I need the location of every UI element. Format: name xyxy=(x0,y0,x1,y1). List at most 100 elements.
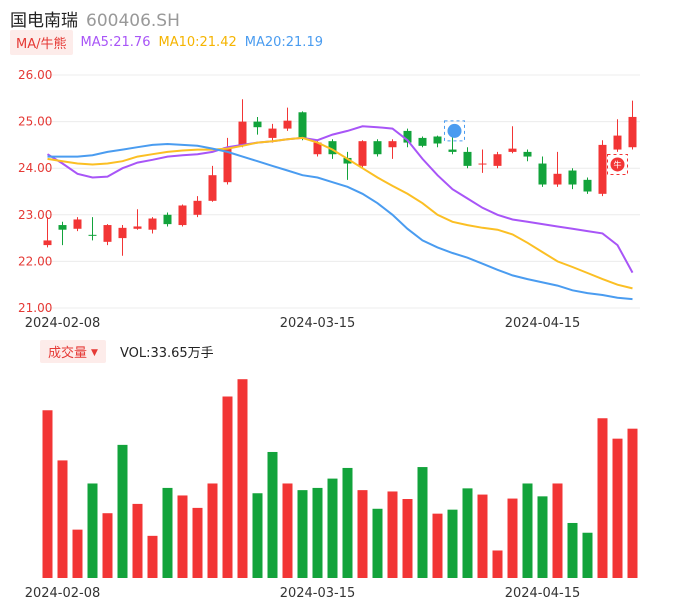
candle xyxy=(88,217,97,241)
candle-body xyxy=(613,135,622,150)
candle-body xyxy=(598,144,607,194)
volume-bar xyxy=(222,396,233,578)
volume-bar xyxy=(492,550,503,578)
candle-body xyxy=(328,141,337,155)
volume-bar xyxy=(117,444,128,578)
volume-bar xyxy=(402,499,413,578)
candle xyxy=(58,221,67,246)
candle-body xyxy=(238,121,247,146)
stock-name: 国电南瑞 xyxy=(10,11,78,31)
candle-body xyxy=(358,141,367,166)
candle-body xyxy=(493,154,502,166)
price-axis-label: 22.00 xyxy=(18,254,52,268)
candle xyxy=(583,177,592,194)
candle xyxy=(73,217,82,232)
candle-body xyxy=(553,173,562,185)
price-axis-label: 24.00 xyxy=(18,161,52,175)
date-axis-label: 2024-03-15 xyxy=(280,316,356,331)
volume-bar xyxy=(627,428,638,578)
volume-selector-label: 成交量 xyxy=(48,345,88,361)
ma-indicator-selector[interactable]: MA/牛熊 xyxy=(10,29,73,55)
volume-bar xyxy=(327,478,338,578)
volume-bar xyxy=(387,491,398,578)
volume-bar xyxy=(147,535,158,578)
volume-bar xyxy=(177,495,188,578)
date-axis-label: 2024-02-08 xyxy=(25,316,101,331)
volume-bar xyxy=(537,496,548,578)
candle-body xyxy=(58,225,67,230)
candle-body xyxy=(178,205,187,226)
candle xyxy=(298,111,307,141)
candle-body xyxy=(523,151,532,157)
candle xyxy=(418,136,427,148)
candle-body xyxy=(283,120,292,129)
candle-body xyxy=(628,116,637,148)
volume-bar xyxy=(552,483,563,578)
volume-bar xyxy=(237,379,248,578)
candle-body xyxy=(43,240,52,246)
volume-bar xyxy=(462,488,473,578)
candle xyxy=(343,151,352,180)
candle xyxy=(373,139,382,157)
marker-frame xyxy=(607,153,628,175)
candle-body xyxy=(463,151,472,166)
volume-bar xyxy=(162,487,173,578)
candle xyxy=(523,149,532,162)
volume-bar xyxy=(207,483,218,578)
candle-body xyxy=(223,147,232,183)
price-axis-label: 25.00 xyxy=(18,115,52,129)
volume-bar xyxy=(192,507,203,578)
candle xyxy=(538,156,547,187)
ma5-legend: MA5:21.76 xyxy=(80,34,151,50)
candle xyxy=(238,99,247,148)
volume-bar xyxy=(357,490,368,578)
candle-body xyxy=(508,148,517,152)
ma10-line xyxy=(47,136,633,290)
new-marker-icon xyxy=(444,120,465,142)
volume-bar xyxy=(372,508,383,578)
candle-body xyxy=(343,157,352,164)
candle xyxy=(103,224,112,246)
marker-dot xyxy=(610,157,625,172)
volume-bar xyxy=(432,513,443,578)
candle xyxy=(223,137,232,185)
caret-down-icon: ▼ xyxy=(91,347,98,358)
candle xyxy=(388,139,397,159)
candle-body xyxy=(433,136,442,144)
volume-bar xyxy=(87,483,98,578)
candle-body xyxy=(298,112,307,138)
price-grid: 26.00 25.00 24.00 23.00 22.00 21.00 xyxy=(18,68,640,315)
candle xyxy=(283,107,292,131)
candle-body xyxy=(148,218,157,230)
candle-body xyxy=(568,170,577,185)
candle-body xyxy=(403,130,412,143)
volume-bar xyxy=(417,467,428,578)
candle xyxy=(553,151,562,187)
volume-bar xyxy=(522,483,533,578)
volume-bar xyxy=(312,487,323,578)
candle xyxy=(463,147,472,169)
candle xyxy=(118,225,127,256)
candle xyxy=(208,165,217,202)
volume-legend-bar: 成交量 ▼ VOL:33.65万手 xyxy=(40,339,214,363)
volume-bars xyxy=(42,379,638,578)
candle xyxy=(163,212,172,227)
volume-value: VOL:33.65万手 xyxy=(119,345,214,361)
candle-body xyxy=(163,214,172,225)
candle xyxy=(478,149,487,173)
candle xyxy=(493,151,502,169)
volume-date-axis-label: 2024-04-15 xyxy=(505,586,581,601)
price-axis-label: 26.00 xyxy=(18,68,52,82)
candle-body xyxy=(478,163,487,165)
volume-bar xyxy=(342,467,353,578)
volume-bar xyxy=(297,490,308,578)
volume-indicator-selector[interactable]: 成交量 ▼ xyxy=(40,339,106,363)
candle xyxy=(358,140,367,169)
candle xyxy=(568,168,577,190)
date-axis-label: 2024-04-15 xyxy=(505,316,581,331)
volume-bar xyxy=(42,410,53,578)
volume-date-axis-label: 2024-02-08 xyxy=(25,586,101,601)
candle-body xyxy=(103,225,112,242)
volume-bar xyxy=(477,494,488,578)
